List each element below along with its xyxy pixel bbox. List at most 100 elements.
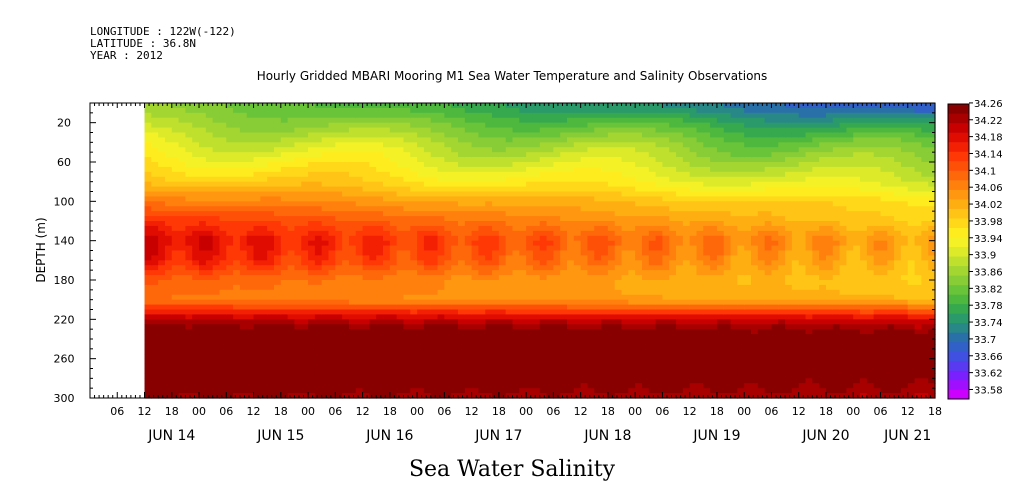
heatmap-cell (417, 270, 425, 276)
heatmap-cell (451, 127, 459, 134)
heatmap-cell (519, 117, 527, 124)
heatmap-cell (580, 137, 589, 143)
heatmap-cell (308, 152, 316, 158)
heatmap-cell (689, 275, 698, 281)
heatmap-cell (546, 127, 554, 134)
heatmap-cell (144, 112, 152, 119)
heatmap-cell (546, 343, 554, 350)
heatmap-cell (621, 334, 629, 340)
heatmap-cell (164, 230, 173, 237)
heatmap-cell (532, 260, 541, 266)
heatmap-cell (171, 343, 180, 350)
heatmap-cell (335, 181, 343, 188)
heatmap-cell (233, 289, 241, 296)
heatmap-cell (546, 157, 554, 163)
heatmap-cell (539, 117, 548, 124)
heatmap-cell (253, 245, 261, 252)
heatmap-cell (689, 107, 698, 114)
heatmap-cell (171, 201, 180, 207)
heatmap-cell (369, 353, 377, 360)
heatmap-cell (383, 250, 391, 257)
heatmap-cell (280, 353, 289, 360)
heatmap-cell (655, 240, 664, 247)
heatmap-cell (601, 216, 609, 222)
heatmap-cell (239, 142, 248, 148)
heatmap-cell (607, 373, 616, 379)
heatmap-cell (573, 137, 582, 143)
heatmap-cell (676, 162, 684, 168)
heatmap-cell (696, 280, 704, 286)
heatmap-cell (280, 314, 289, 320)
heatmap-cell (628, 181, 636, 188)
heatmap-cell (260, 348, 268, 355)
heatmap-cell (403, 368, 411, 375)
heatmap-cell (369, 339, 377, 345)
heatmap-cell (587, 289, 595, 296)
heatmap-cell (369, 176, 377, 183)
heatmap-cell (410, 353, 418, 360)
heatmap-cell (335, 265, 343, 271)
heatmap-cell (192, 235, 200, 242)
heatmap-cell (151, 127, 159, 134)
heatmap-cell (335, 353, 343, 360)
heatmap-cell (560, 299, 568, 306)
heatmap-cell (464, 225, 473, 232)
heatmap-cell (246, 211, 255, 217)
heatmap-cell (233, 294, 241, 301)
heatmap-cell (423, 373, 432, 379)
heatmap-cell (267, 299, 275, 306)
heatmap-cell (314, 235, 323, 242)
heatmap-cell (410, 378, 418, 384)
heatmap-cell (539, 176, 548, 183)
heatmap-cell (280, 260, 289, 266)
heatmap-cell (267, 393, 275, 399)
heatmap-cell (485, 157, 493, 163)
heatmap-cell (628, 157, 636, 163)
heatmap-cell (614, 186, 623, 193)
heatmap-cell (648, 348, 657, 355)
heatmap-cell (628, 132, 636, 139)
heatmap-cell (492, 216, 500, 222)
heatmap-cell (403, 289, 411, 296)
heatmap-cell (321, 334, 330, 340)
heatmap-cell (342, 225, 350, 232)
heatmap-cell (376, 339, 384, 345)
heatmap-cell (205, 329, 214, 335)
heatmap-cell (287, 132, 296, 139)
heatmap-cell (498, 343, 507, 350)
heatmap-cell (451, 284, 459, 291)
heatmap-cell (655, 245, 664, 252)
heatmap-cell (423, 157, 432, 163)
heatmap-cell (539, 393, 548, 399)
heatmap-cell (614, 147, 623, 153)
heatmap-cell (614, 127, 623, 134)
heatmap-cell (587, 152, 595, 158)
heatmap-cell (144, 162, 152, 168)
heatmap-cell (621, 265, 629, 271)
heatmap-cell (607, 117, 616, 124)
heatmap-cell (355, 103, 364, 109)
heatmap-cell (485, 181, 493, 188)
heatmap-cell (389, 275, 398, 281)
heatmap-cell (219, 309, 227, 316)
heatmap-cell (171, 319, 180, 325)
heatmap-cell (273, 275, 282, 281)
heatmap-cell (389, 353, 398, 360)
heatmap-cell (219, 196, 227, 202)
heatmap-cell (580, 265, 589, 271)
heatmap-cell (260, 250, 268, 257)
heatmap-cell (519, 142, 527, 148)
heatmap-cell (355, 206, 364, 212)
heatmap-cell (471, 122, 480, 129)
heatmap-cell (233, 358, 241, 365)
heatmap-cell (532, 162, 541, 168)
heatmap-cell (239, 324, 248, 330)
heatmap-cell (355, 329, 364, 335)
heatmap-cell (410, 255, 418, 261)
heatmap-cell (226, 255, 234, 261)
heatmap-cell (492, 358, 500, 365)
heatmap-cell (369, 294, 377, 301)
heatmap-cell (498, 201, 507, 207)
heatmap-cell (301, 225, 309, 232)
heatmap-cell (703, 132, 711, 139)
